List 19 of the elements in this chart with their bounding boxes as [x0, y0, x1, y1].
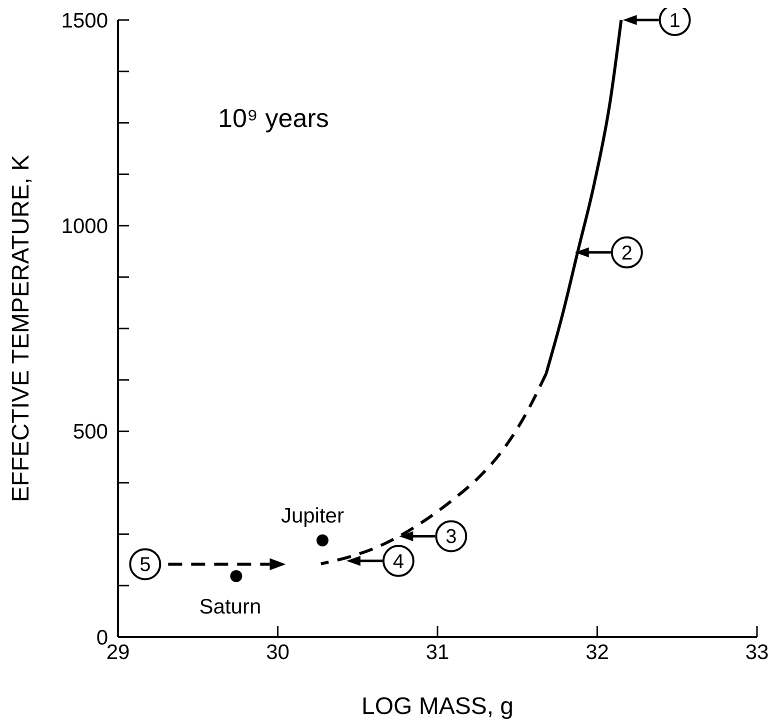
x-tick-label: 33: [745, 641, 769, 664]
x-axis-title: LOG MASS, g: [361, 693, 514, 720]
annotation: 4: [392, 550, 404, 573]
annotation: Jupiter: [280, 504, 344, 528]
annotation: 5: [140, 554, 151, 576]
annotation: 3: [446, 526, 457, 548]
y-tick-label: 1000: [61, 215, 108, 238]
y-axis-title: EFFECTIVE TEMPERATURE, K: [8, 154, 35, 502]
x-tick-label: 30: [266, 641, 290, 664]
x-tick-label: 32: [586, 641, 609, 664]
y-tick-label: 1500: [61, 9, 108, 32]
y-tick-label: 0: [96, 626, 108, 650]
annotation: 1: [669, 10, 680, 32]
y-tick-label: 500: [72, 420, 108, 444]
annotation: Saturn: [199, 595, 262, 618]
x-tick-label: 31: [426, 641, 450, 664]
annotation: 2: [621, 242, 632, 264]
x-tick-label: 29: [106, 641, 130, 664]
annotation: 10⁹ years: [218, 103, 329, 134]
